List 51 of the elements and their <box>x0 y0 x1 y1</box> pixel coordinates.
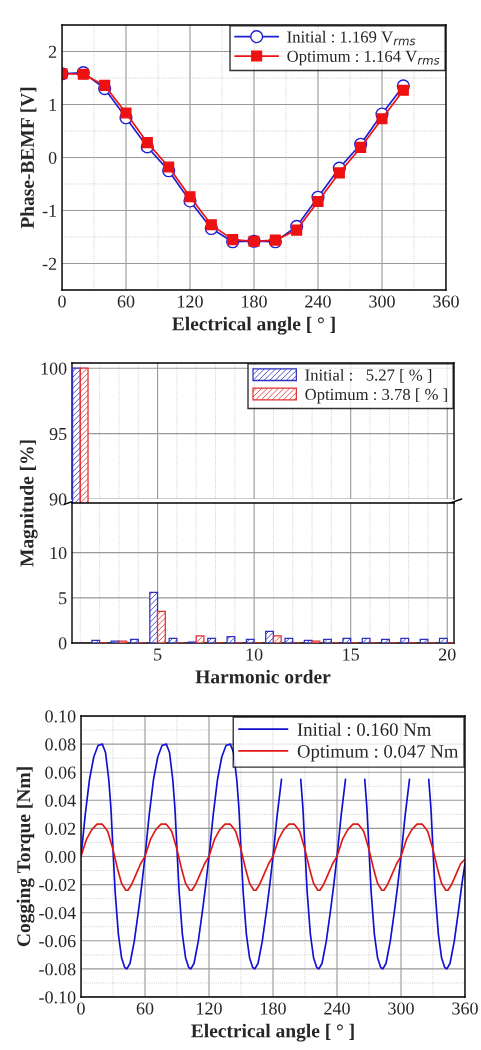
legend-label: Optimum : 3.78 [ % ] <box>305 388 447 404</box>
y-tick-label: 2 <box>48 45 57 58</box>
x-axis-title: Harmonic order <box>195 669 331 684</box>
y-tick-label: 90 <box>49 493 67 506</box>
y-tick-label: -0.10 <box>39 991 76 1004</box>
y-tick-label: 100 <box>41 362 67 375</box>
y-tick-label: -2 <box>42 257 57 270</box>
x-tick-label: 360 <box>433 295 459 308</box>
legend-label: Optimum : 0.047 Nm <box>297 745 459 762</box>
y-tick-label: 10 <box>50 546 67 560</box>
x-tick-label: 60 <box>117 295 135 308</box>
y-axis-title: Magnitude [%] <box>19 440 38 567</box>
y-tick-label: 0 <box>48 151 57 164</box>
y-tick-label: 0.00 <box>45 850 76 864</box>
x-tick-label: 5 <box>154 648 162 661</box>
x-tick-label: 120 <box>178 295 203 308</box>
legend-label: Initial : 1.169 V$_{rms}$ <box>287 30 416 46</box>
x-tick-label: 180 <box>261 1002 286 1015</box>
y-tick-label: -0.08 <box>39 963 76 976</box>
y-tick-label: 0.06 <box>45 766 76 779</box>
x-tick-label: 240 <box>324 1002 350 1015</box>
x-tick-label: 360 <box>452 1002 478 1015</box>
y-tick-label: 1 <box>49 98 57 111</box>
x-tick-label: 300 <box>369 295 395 308</box>
y-tick-label: 0.10 <box>45 710 76 723</box>
y-tick-label: 0 <box>58 637 67 650</box>
legend-label: Initial : 5.27 [ % ] <box>305 368 432 383</box>
y-tick-label: 5 <box>59 592 67 605</box>
y-axis-title: Cogging Torque [Nm] <box>16 767 35 947</box>
x-tick-label: 10 <box>246 648 263 661</box>
legend-label: Optimum : 1.164 V$_{rms}$ <box>287 50 440 66</box>
x-axis-title: Electrical angle [ ° ] <box>172 316 335 335</box>
x-tick-label: 15 <box>343 648 359 661</box>
x-tick-label: 120 <box>197 1002 222 1015</box>
legend-label: Initial : 0.160 Nm <box>297 722 432 736</box>
y-tick-label: 0.02 <box>45 822 76 835</box>
y-tick-label: 95 <box>49 427 67 441</box>
y-tick-label: -0.06 <box>39 935 76 948</box>
y-tick-label: 0.04 <box>45 794 76 807</box>
x-tick-label: 240 <box>305 295 331 308</box>
x-tick-label: 0 <box>77 1002 85 1015</box>
x-tick-label: 60 <box>136 1002 154 1015</box>
y-tick-label: -1 <box>42 204 57 217</box>
x-tick-label: 300 <box>388 1002 414 1015</box>
x-tick-label: 180 <box>242 295 267 308</box>
y-axis-title: Phase-BEMF [V] <box>20 87 37 229</box>
y-tick-label: -0.02 <box>39 878 76 892</box>
x-axis-title: Electrical angle [ ° ] <box>191 1023 354 1042</box>
y-tick-label: -0.04 <box>39 906 76 920</box>
y-tick-label: 0.08 <box>45 738 76 751</box>
x-tick-label: 20 <box>439 648 456 661</box>
